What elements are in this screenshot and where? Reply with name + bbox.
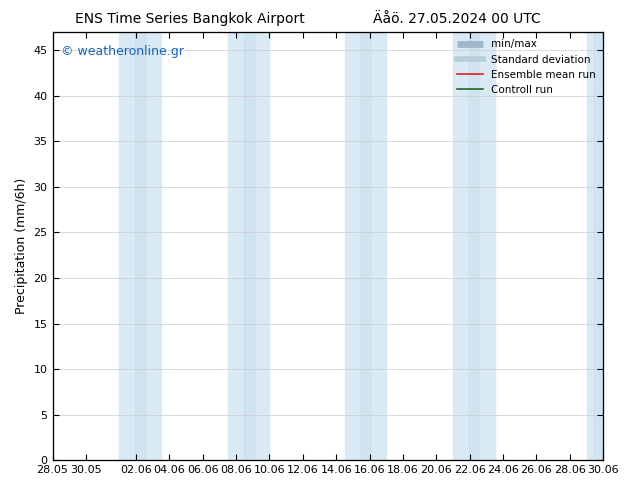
Text: ENS Time Series Bangkok Airport: ENS Time Series Bangkok Airport <box>75 12 305 26</box>
Bar <box>586 32 612 460</box>
Bar <box>594 32 604 460</box>
Bar <box>119 32 161 460</box>
Text: © weatheronline.gr: © weatheronline.gr <box>61 45 184 58</box>
Text: Äåö. 27.05.2024 00 UTC: Äåö. 27.05.2024 00 UTC <box>373 12 540 26</box>
Bar <box>228 32 269 460</box>
Bar <box>135 32 145 460</box>
Bar <box>360 32 370 460</box>
Bar <box>344 32 386 460</box>
Bar <box>453 32 495 460</box>
Legend: min/max, Standard deviation, Ensemble mean run, Controll run: min/max, Standard deviation, Ensemble me… <box>453 35 600 99</box>
Bar <box>243 32 254 460</box>
Y-axis label: Precipitation (mm/6h): Precipitation (mm/6h) <box>15 178 28 314</box>
Bar <box>469 32 479 460</box>
